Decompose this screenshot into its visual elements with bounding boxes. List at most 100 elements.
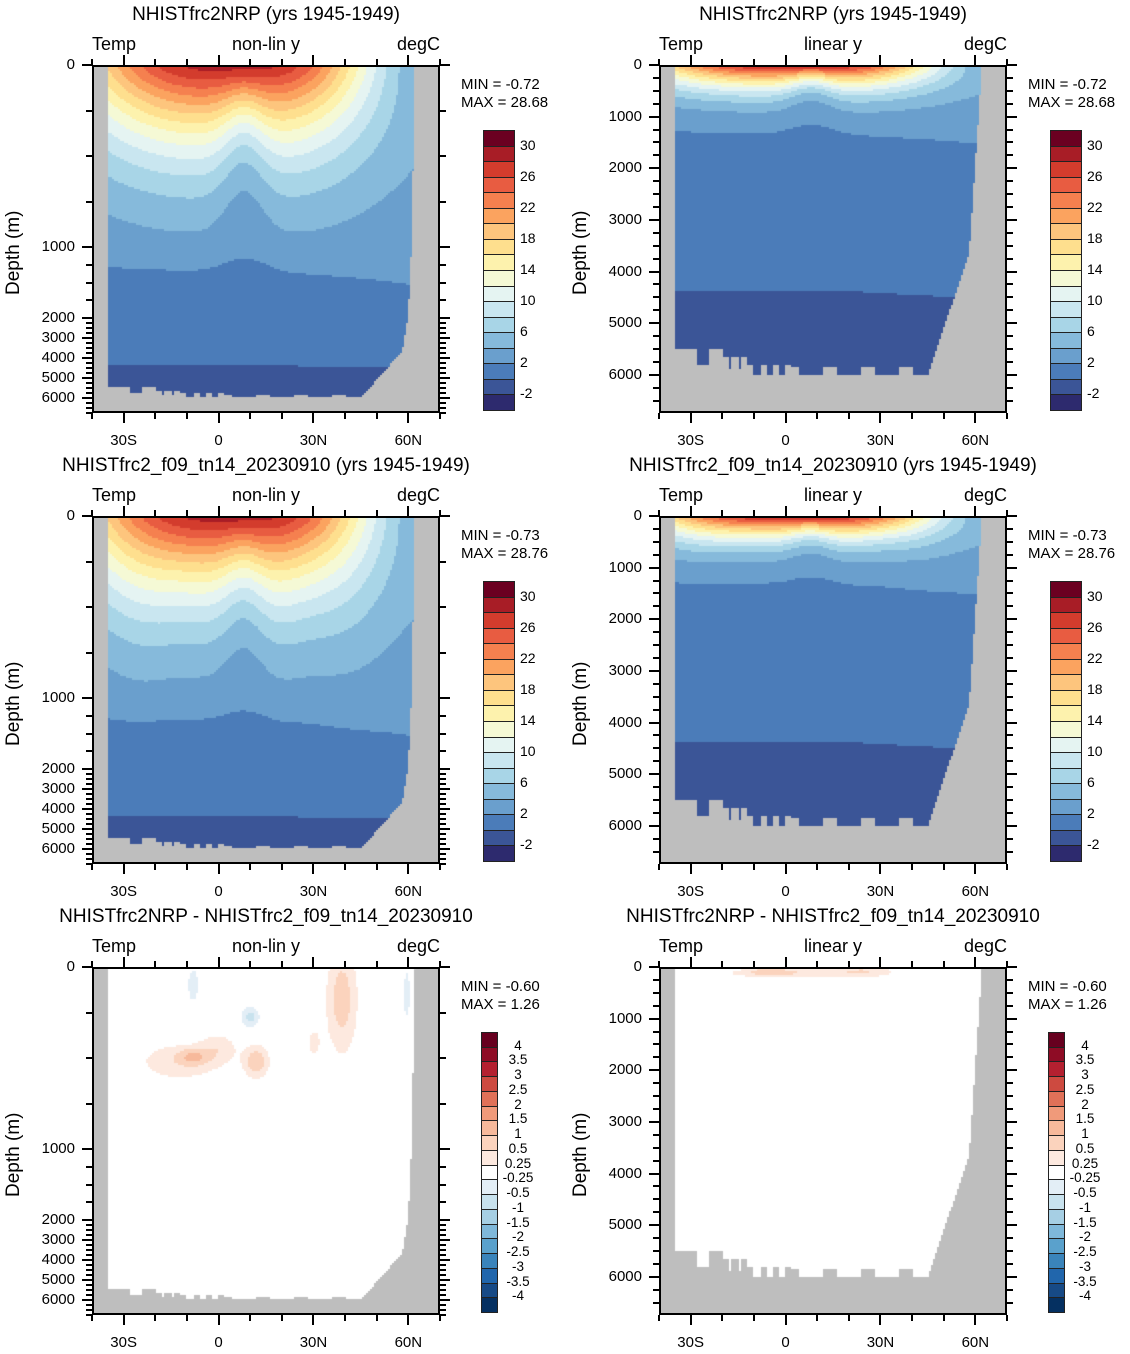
panel-4-y-tick-label: 0: [633, 507, 642, 524]
panel-3-x-tick: [185, 510, 188, 516]
panel-2-y-tick: [1007, 141, 1013, 144]
panel-6-y-tick: [1007, 1069, 1017, 1072]
panel-1-colorbar-label: 6: [520, 323, 528, 340]
panel-1-y-tick: [82, 337, 92, 339]
panel-1-colorbar-box: [483, 254, 515, 271]
panel-5-y-tick: [82, 1259, 92, 1261]
panel-6-y-tick-label: 6000: [608, 1267, 642, 1285]
panel-4-y-tick: [653, 695, 659, 698]
panel-2-x-tick: [847, 59, 850, 65]
panel-5-y-tick: [440, 1244, 446, 1246]
panel-5-y-tick: [440, 1264, 446, 1266]
panel-2-y-tick-label: 6000: [608, 365, 642, 383]
panel-2-y-tick: [653, 309, 659, 312]
panel-6-colorbar-box: [1048, 1267, 1065, 1284]
panel-1-y-tick: [440, 155, 446, 157]
panel-2-x-tick: [752, 59, 755, 65]
panel-4-y-tick: [1007, 592, 1013, 595]
panel-5-y-tick: [86, 1229, 92, 1231]
panel-3-x-tick: [280, 510, 283, 516]
panel-2-colorbar-box: [1050, 363, 1082, 380]
panel-5-y-tick: [86, 1165, 92, 1168]
panel-5-y-tick-label: 4000: [41, 1251, 75, 1268]
panel-6-y-tick: [653, 1288, 659, 1291]
panel-1-x-tick: [375, 413, 378, 419]
panel-5-x-tick: [375, 1315, 378, 1321]
panel-5-y-tick: [86, 1284, 92, 1286]
panel-2-y-tick: [1007, 283, 1013, 286]
panel-2-colorbar-box: [1050, 207, 1082, 225]
panel-2-min-label: MIN = -0.72: [1028, 76, 1107, 93]
panel-1-y-tick: [440, 299, 446, 302]
panel-4-y-tick: [653, 579, 659, 582]
panel-1-y-tick: [86, 372, 92, 374]
panel-6-y-tick: [653, 1146, 659, 1149]
panel-5-y-tick: [440, 1309, 446, 1311]
panel-1-y-tick: [440, 392, 446, 394]
panel-3-y-tick-label: 2000: [41, 760, 75, 777]
panel-6-y-tick: [1007, 1082, 1013, 1085]
panel-5-y-tick-label: 6000: [41, 1291, 75, 1308]
panel-6-colorbar-label: -4: [1078, 1288, 1091, 1304]
panel-4-x-tick: [784, 864, 787, 874]
panel-5-y-tick: [440, 1102, 446, 1105]
panel-1-y-tick: [440, 322, 446, 324]
panel-3-x-tick: [249, 864, 252, 870]
panel-2-y-tick: [653, 89, 659, 92]
panel-3-y-tick: [86, 838, 92, 840]
panel-5-y-tick: [86, 1294, 92, 1296]
panel-1-max-label: MAX = 28.68: [461, 94, 549, 111]
panel-3-y-tick: [86, 798, 92, 800]
panel-3-y-tick: [86, 714, 92, 717]
panel-6-colorbar-label: 2: [1081, 1096, 1089, 1112]
panel-6-y-tick: [649, 1017, 659, 1020]
panel-3-x-tick: [375, 864, 378, 870]
panel-6-colorbar-box: [1048, 1135, 1065, 1151]
panel-1-colorbar-label: 14: [520, 261, 536, 277]
panel-3-y-tick-label: 0: [66, 507, 75, 524]
panel-6-colorbar-box: [1048, 1076, 1065, 1092]
panel-3-colorbar-box: [483, 627, 515, 645]
panel-4-x-tick-label: 60N: [961, 883, 990, 900]
panel-3-y-tick: [440, 813, 446, 815]
panel-1-y-tick: [86, 412, 92, 414]
panel-6-colorbar-label: -2.5: [1073, 1244, 1097, 1260]
panel-1-y-tick: [86, 407, 92, 409]
panel-3-colorbar-box: [483, 643, 515, 660]
panel-4-x-tick: [816, 510, 819, 516]
panel-6-y-tick: [649, 1069, 659, 1072]
panel-1-x-tick-label: 30S: [110, 432, 137, 449]
panel-3-x-tick: [185, 864, 188, 870]
panel-5-colorbar-box: [481, 1253, 498, 1269]
panel-5-y-tick: [440, 1284, 446, 1286]
panel-1-y-tick-label: 5000: [41, 369, 75, 386]
panel-5-x-tick: [122, 957, 125, 967]
panel-5-y-tick: [82, 1279, 92, 1281]
panel-2-y-tick: [1007, 360, 1013, 363]
panel-6-colorbar-label: 2.5: [1075, 1081, 1095, 1097]
panel-4-x-tick: [721, 864, 724, 870]
panel-5-x-tick-label: 60N: [394, 1334, 423, 1351]
panel-1-y-tick: [86, 263, 92, 266]
panel-3-x-tick: [439, 510, 441, 516]
panel-6-y-tick: [653, 1004, 659, 1007]
panel-1-x-tick-label: 60N: [394, 432, 423, 449]
panel-6-plot-frame: [659, 967, 1007, 1315]
panel-6-colorbar-label: -3.5: [1073, 1273, 1097, 1289]
panel-1-colorbar-label: 26: [520, 167, 536, 184]
panel-3-y-tick-label: 6000: [41, 840, 75, 857]
panel-1-colorbar-box: [483, 130, 515, 147]
panel-2-y-axis-label: Depth (m): [570, 210, 591, 295]
panel-4-title: NHISTfrc2_f09_tn14_20230910 (yrs 1945-19…: [629, 455, 1037, 476]
panel-4-y-tick: [1007, 631, 1013, 634]
panel-2-variable-label: Temp: [659, 34, 704, 54]
panel-4-y-tick: [1007, 850, 1013, 853]
panel-5-y-tick: [440, 1011, 446, 1014]
panel-6-x-tick: [752, 961, 755, 967]
panel-4-y-tick: [653, 798, 659, 801]
panel-1-colorbar-box: [483, 301, 515, 318]
panel-6-y-tick: [649, 1275, 659, 1278]
panel-1-y-tick-label: 6000: [41, 389, 75, 406]
panel-5-colorbar-label: 0.5: [508, 1140, 528, 1156]
panel-2-y-tick-label: 1000: [608, 107, 642, 125]
